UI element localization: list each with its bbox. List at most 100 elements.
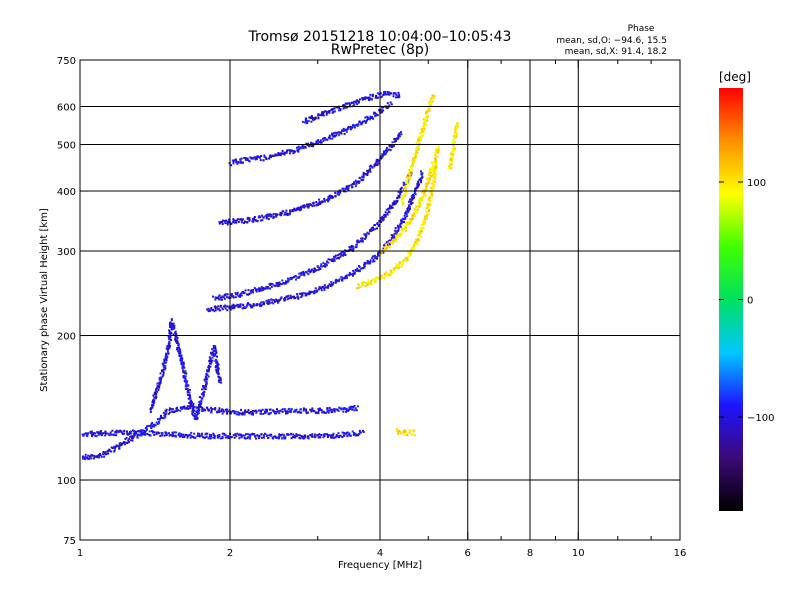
- data-point: [360, 237, 363, 240]
- data-point: [372, 260, 375, 263]
- data-point: [319, 139, 322, 142]
- data-point: [361, 282, 364, 285]
- data-point: [332, 436, 335, 439]
- data-point: [385, 93, 388, 96]
- data-point: [226, 410, 229, 413]
- data-point: [433, 95, 436, 97]
- data-point: [261, 287, 264, 289]
- data-point: [338, 257, 341, 260]
- data-point: [171, 324, 174, 327]
- data-point: [205, 381, 208, 384]
- y-tick-label: 75: [63, 536, 76, 547]
- data-point: [182, 433, 185, 436]
- data-point: [289, 276, 292, 279]
- data-point: [255, 437, 258, 440]
- data-point: [306, 122, 308, 125]
- data-point: [332, 135, 335, 138]
- data-point: [422, 129, 425, 132]
- data-point: [82, 457, 85, 460]
- data-point: [386, 213, 389, 216]
- data-point: [380, 277, 383, 280]
- data-point: [353, 405, 356, 407]
- data-point: [142, 429, 144, 432]
- data-point: [210, 361, 213, 364]
- data-point: [293, 410, 295, 413]
- data-point: [262, 216, 265, 219]
- data-point: [394, 139, 397, 142]
- data-point: [180, 354, 183, 357]
- data-point: [261, 214, 264, 217]
- data-point: [168, 409, 171, 411]
- data-point: [425, 216, 428, 219]
- data-point: [178, 352, 181, 355]
- data-point: [398, 96, 401, 99]
- data-point: [176, 348, 179, 351]
- data-point: [386, 243, 389, 246]
- data-point: [92, 432, 95, 435]
- data-point: [383, 152, 386, 155]
- data-point: [426, 212, 429, 215]
- data-point: [391, 242, 394, 245]
- data-point: [247, 302, 250, 305]
- data-point: [339, 108, 342, 111]
- data-point: [369, 93, 372, 96]
- data-point: [258, 290, 261, 293]
- data-point: [338, 253, 341, 256]
- data-point: [352, 274, 354, 277]
- data-point: [213, 408, 216, 410]
- data-point: [99, 433, 102, 435]
- data-point: [423, 121, 426, 124]
- data-point: [215, 351, 218, 354]
- data-point: [304, 294, 307, 297]
- data-point: [403, 221, 405, 223]
- data-point: [425, 123, 428, 126]
- data-point: [96, 456, 99, 458]
- data-point: [404, 229, 407, 232]
- data-point: [250, 157, 253, 160]
- data-point: [408, 180, 411, 183]
- data-point: [421, 134, 424, 137]
- data-point: [342, 254, 345, 257]
- data-point: [374, 257, 377, 260]
- data-point: [123, 432, 126, 435]
- data-point: [412, 432, 415, 435]
- data-point: [236, 293, 239, 296]
- data-point: [192, 402, 195, 405]
- data-point: [151, 425, 154, 428]
- data-point: [219, 377, 222, 380]
- data-point: [405, 179, 408, 182]
- data-point: [140, 432, 143, 435]
- data-point: [317, 142, 320, 145]
- data-point: [285, 295, 288, 298]
- data-point: [327, 200, 330, 203]
- data-point: [399, 225, 402, 228]
- data-point: [448, 164, 451, 167]
- data-point: [332, 281, 335, 284]
- data-point: [314, 269, 317, 272]
- data-point: [452, 150, 455, 153]
- data-point: [114, 445, 117, 448]
- data-point: [254, 289, 257, 292]
- data-point: [283, 213, 286, 216]
- data-point: [111, 433, 114, 436]
- data-point: [250, 413, 253, 416]
- data-point: [389, 243, 391, 246]
- data-point: [212, 309, 215, 312]
- data-point: [387, 93, 389, 96]
- x-tick-label: 1: [77, 548, 83, 559]
- data-point: [358, 432, 361, 435]
- data-point: [221, 223, 224, 225]
- data-point: [356, 239, 359, 242]
- data-point: [90, 432, 93, 435]
- data-point: [252, 412, 255, 415]
- data-point: [237, 411, 240, 414]
- data-point: [210, 353, 213, 356]
- data-point: [403, 214, 406, 217]
- data-point: [428, 209, 430, 212]
- data-point: [281, 283, 284, 286]
- data-point: [390, 234, 393, 237]
- data-point: [358, 429, 361, 432]
- data-point: [176, 408, 178, 411]
- data-point: [407, 206, 410, 209]
